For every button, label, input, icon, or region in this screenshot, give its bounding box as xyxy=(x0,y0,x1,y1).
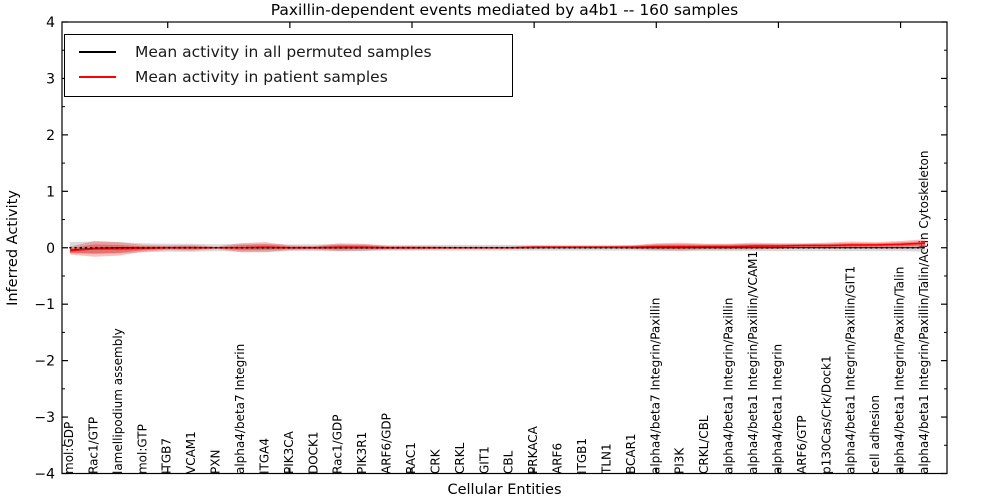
x-category-label: alpha4/beta1 Integrin/Paxillin/Talin/Act… xyxy=(917,151,931,474)
x-category-label: BCAR1 xyxy=(624,433,638,474)
x-category-label: DOCK1 xyxy=(306,431,320,474)
x-category-label: TLN1 xyxy=(599,443,613,475)
x-category-label: ITGA4 xyxy=(257,438,271,474)
y-tick-label: −1 xyxy=(34,297,55,313)
y-tick-label: −2 xyxy=(34,354,55,370)
x-category-label: CRKL xyxy=(453,442,467,474)
x-category-label: ITGB1 xyxy=(575,438,589,474)
patient-line-swatch xyxy=(79,76,116,79)
x-category-label: ARF6 xyxy=(551,443,565,474)
y-tick-label: 3 xyxy=(46,71,55,87)
y-tick-label: 2 xyxy=(46,128,55,144)
x-category-label: ITGB7 xyxy=(160,438,174,474)
y-tick-label: 0 xyxy=(46,241,55,257)
x-category-label: PIK3CA xyxy=(282,430,296,474)
x-category-label: p130Cas/Crk/Dock1 xyxy=(819,355,833,474)
x-category-label: ARF6/GDP xyxy=(380,413,394,474)
x-category-label: cell adhesion xyxy=(868,395,882,474)
x-category-label: lamellipodium assembly xyxy=(111,328,125,474)
legend-item-patient: Mean activity in patient samples xyxy=(65,65,512,91)
legend-label-permuted: Mean activity in all permuted samples xyxy=(135,42,432,61)
x-category-label: alpha4/beta1 Integrin xyxy=(770,344,784,474)
x-category-label: alpha4/beta1 Integrin/Paxillin/GIT1 xyxy=(844,266,858,474)
x-category-label: Rac1/GTP xyxy=(86,417,100,474)
x-category-label: PIK3R1 xyxy=(355,432,369,474)
x-category-label: mol:GTP xyxy=(135,424,149,474)
x-category-label: PXN xyxy=(209,450,223,474)
x-category-label: alpha4/beta1 Integrin/Paxillin xyxy=(722,298,736,474)
x-category-label: VCAM1 xyxy=(184,431,198,474)
x-category-label: alpha4/beta1 Integrin/Paxillin/VCAM1 xyxy=(746,251,760,474)
x-category-label: GIT1 xyxy=(477,446,491,474)
y-tick-label: −4 xyxy=(34,467,55,483)
y-axis-label: Inferred Activity xyxy=(5,190,21,306)
x-category-label: PI3K xyxy=(673,447,687,474)
x-category-label: Rac1/GDP xyxy=(331,415,345,474)
x-category-label: alpha4/beta1 Integrin/Paxillin/Talin xyxy=(893,267,907,474)
permuted-line-swatch xyxy=(79,50,116,53)
x-category-label: CRKL/CBL xyxy=(697,415,711,474)
x-category-label: CRK xyxy=(428,448,442,474)
y-tick-label: −3 xyxy=(34,410,55,426)
x-category-label: PRKACA xyxy=(526,425,540,474)
legend-item-permuted: Mean activity in all permuted samples xyxy=(65,39,512,65)
x-category-label: mol:GDP xyxy=(62,422,76,474)
legend: Mean activity in all permuted samples Me… xyxy=(64,34,513,97)
x-axis-label: Cellular Entities xyxy=(447,482,562,498)
y-tick-label: 1 xyxy=(46,184,55,200)
x-category-label: RAC1 xyxy=(404,442,418,474)
x-category-label: alpha4/beta7 Integrin/Paxillin xyxy=(648,298,662,474)
chart-title: Paxillin-dependent events mediated by a4… xyxy=(270,1,739,19)
legend-label-patient: Mean activity in patient samples xyxy=(135,68,388,87)
x-category-label: ARF6/GTP xyxy=(795,415,809,474)
x-category-label: alpha4/beta7 Integrin xyxy=(233,344,247,474)
x-category-label: CBL xyxy=(502,450,516,474)
y-tick-label: 4 xyxy=(46,15,55,31)
